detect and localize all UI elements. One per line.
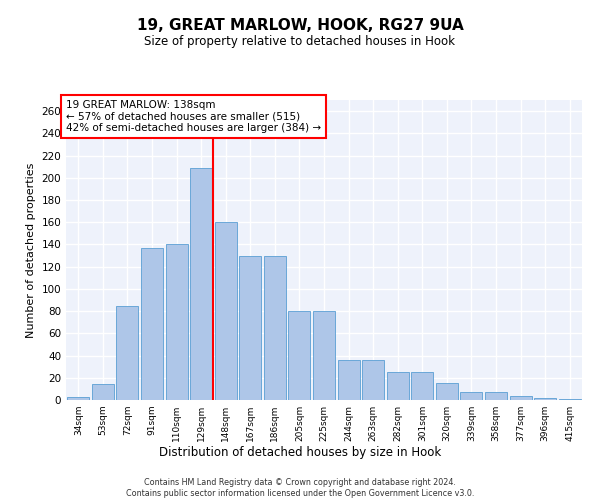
Bar	[166, 244, 188, 400]
Bar	[190, 168, 212, 400]
Bar	[362, 360, 384, 400]
Text: 19, GREAT MARLOW, HOOK, RG27 9UA: 19, GREAT MARLOW, HOOK, RG27 9UA	[137, 18, 463, 32]
Bar	[436, 384, 458, 400]
Bar	[313, 311, 335, 400]
Bar	[460, 392, 482, 400]
Text: Size of property relative to detached houses in Hook: Size of property relative to detached ho…	[145, 35, 455, 48]
Bar	[215, 222, 237, 400]
Text: Contains HM Land Registry data © Crown copyright and database right 2024.
Contai: Contains HM Land Registry data © Crown c…	[126, 478, 474, 498]
Text: 19 GREAT MARLOW: 138sqm
← 57% of detached houses are smaller (515)
42% of semi-d: 19 GREAT MARLOW: 138sqm ← 57% of detache…	[66, 100, 321, 133]
Bar	[559, 399, 581, 400]
Text: Distribution of detached houses by size in Hook: Distribution of detached houses by size …	[159, 446, 441, 459]
Bar	[411, 372, 433, 400]
Bar	[239, 256, 262, 400]
Bar	[338, 360, 359, 400]
Bar	[116, 306, 139, 400]
Bar	[534, 398, 556, 400]
Bar	[289, 311, 310, 400]
Bar	[141, 248, 163, 400]
Y-axis label: Number of detached properties: Number of detached properties	[26, 162, 36, 338]
Bar	[264, 256, 286, 400]
Bar	[386, 372, 409, 400]
Bar	[485, 392, 507, 400]
Bar	[92, 384, 114, 400]
Bar	[67, 396, 89, 400]
Bar	[509, 396, 532, 400]
